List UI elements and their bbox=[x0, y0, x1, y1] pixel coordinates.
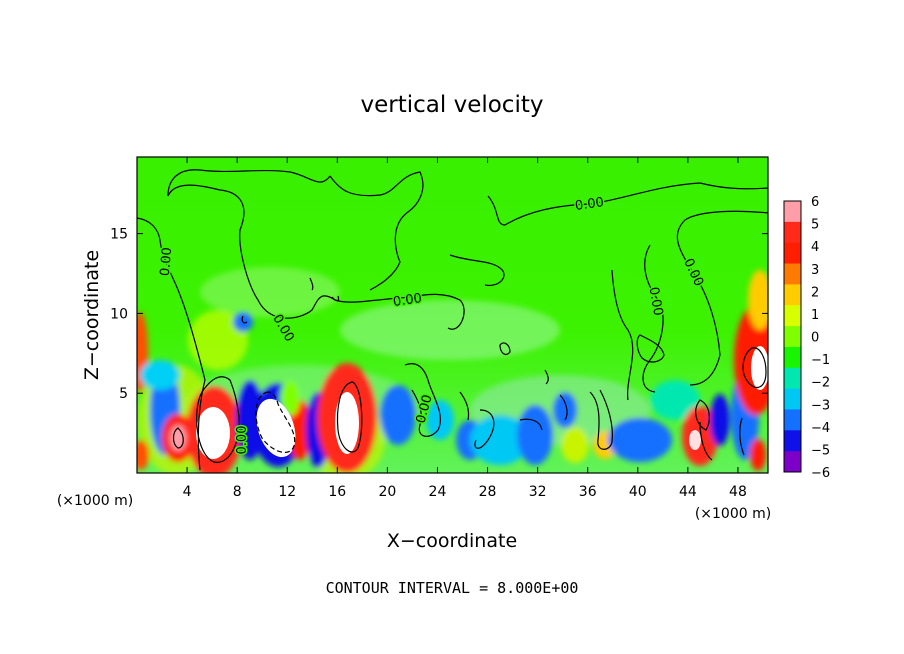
colorbar-tick-label: −3 bbox=[811, 398, 830, 413]
colorbar-swatch bbox=[784, 263, 801, 285]
chart-title: vertical velocity bbox=[361, 92, 544, 118]
x-tick-label: 12 bbox=[278, 484, 296, 500]
colorbar-tick-label: −2 bbox=[811, 376, 830, 391]
y-tick-label: 15 bbox=[110, 227, 128, 243]
x-tick-label: 44 bbox=[679, 484, 697, 500]
field-blobs bbox=[137, 267, 768, 473]
colorbar-swatch bbox=[784, 430, 801, 452]
colorbar-swatch bbox=[784, 326, 801, 348]
contour-label: 0.00 bbox=[574, 195, 605, 214]
contour-interval-note: CONTOUR INTERVAL = 8.000E+00 bbox=[326, 579, 579, 597]
colorbar-tick-label: −5 bbox=[811, 443, 830, 458]
contour-label: 0.00 bbox=[158, 247, 175, 277]
x-tick-label: 28 bbox=[479, 484, 497, 500]
contour-label: 0.00 bbox=[646, 286, 666, 317]
x-tick-label: 36 bbox=[579, 484, 597, 500]
colorbar-swatch bbox=[784, 388, 801, 410]
y-axis: 5 10 15 bbox=[110, 227, 768, 402]
colorbar-swatch bbox=[784, 451, 801, 473]
x-tick-label: 20 bbox=[378, 484, 396, 500]
x-tick-label: 48 bbox=[729, 484, 747, 500]
y-tick-label: 10 bbox=[110, 306, 128, 322]
colorbar-tick-label: −1 bbox=[811, 353, 830, 368]
high-cores bbox=[196, 346, 768, 459]
colorbar-tick-label: 3 bbox=[811, 263, 819, 278]
x-unit-left: (×1000 m) bbox=[57, 493, 133, 509]
colorbar-tick-label: 1 bbox=[811, 308, 819, 323]
colorbar-tick-label: 2 bbox=[811, 285, 819, 300]
colorbar-tick-label: −4 bbox=[811, 421, 830, 436]
colorbar-tick-label: 4 bbox=[811, 240, 819, 255]
colorbar: 6 5 4 3 2 1 0 −1 −2 −3 −4 −5 −6 bbox=[783, 195, 830, 481]
contour-label: 0.00 bbox=[235, 426, 250, 455]
colorbar-frame bbox=[783, 200, 802, 473]
colorbar-swatch bbox=[784, 201, 801, 223]
x-unit-right: (×1000 m) bbox=[695, 506, 771, 522]
plot-frame bbox=[136, 156, 769, 474]
x-tick-label: 4 bbox=[183, 484, 192, 500]
colorbar-swatch bbox=[784, 221, 801, 244]
colorbar-tick-label: 0 bbox=[811, 331, 819, 346]
colorbar-tick-label: 5 bbox=[811, 218, 819, 233]
y-tick-label: 5 bbox=[119, 386, 128, 402]
x-tick-label: 16 bbox=[328, 484, 346, 500]
x-tick-label: 40 bbox=[629, 484, 647, 500]
x-axis: 4 8 12 16 20 24 28 32 36 40 44 48 bbox=[183, 157, 747, 500]
colorbar-swatch bbox=[784, 346, 801, 369]
x-tick-label: 32 bbox=[529, 484, 547, 500]
plot-area: 0.00 0.00 0.00 0.00 0.00 0.00 0.00 0.00 bbox=[136, 156, 769, 474]
x-tick-label: 8 bbox=[233, 484, 242, 500]
contour-label: 0.00 bbox=[392, 291, 423, 310]
y-axis-label: Z−coordinate bbox=[81, 250, 103, 380]
x-axis-label: X−coordinate bbox=[387, 530, 517, 552]
colorbar-swatch bbox=[784, 284, 801, 306]
colorbar-tick-label: −6 bbox=[811, 466, 830, 481]
colorbar-swatch bbox=[784, 367, 801, 390]
colorbar-swatch bbox=[784, 409, 801, 431]
colorbar-swatch bbox=[784, 242, 801, 265]
colorbar-swatch bbox=[784, 305, 801, 327]
contour-lines bbox=[137, 169, 768, 471]
x-tick-label: 24 bbox=[429, 484, 447, 500]
colorbar-tick-label: 6 bbox=[811, 195, 819, 210]
